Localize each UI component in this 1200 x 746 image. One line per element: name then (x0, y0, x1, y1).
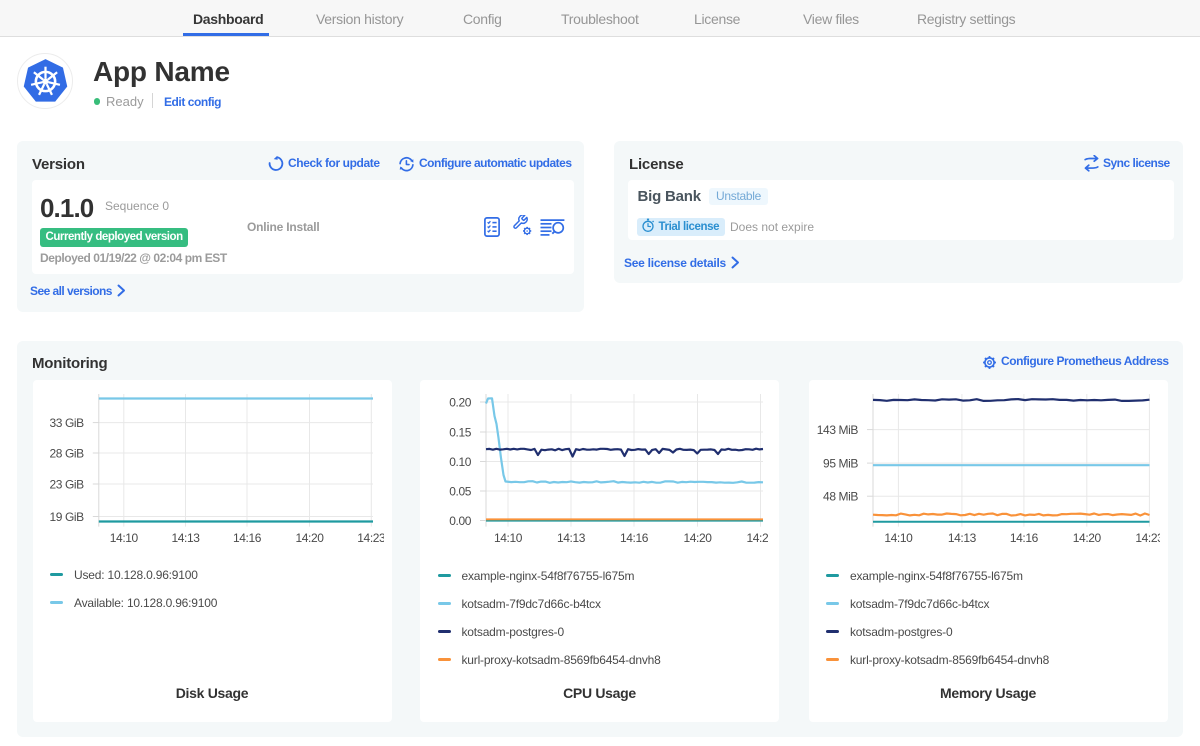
svg-text:14:23: 14:23 (357, 531, 384, 545)
svg-text:33 GiB: 33 GiB (49, 416, 84, 430)
svg-text:0.00: 0.00 (449, 514, 471, 528)
svg-text:14:23: 14:23 (746, 531, 768, 545)
svg-text:0.10: 0.10 (449, 455, 471, 469)
svg-text:23 GiB: 23 GiB (49, 477, 84, 491)
svg-text:14:20: 14:20 (683, 531, 712, 545)
svg-text:14:16: 14:16 (620, 531, 649, 545)
svg-text:14:10: 14:10 (884, 531, 913, 545)
svg-text:14:20: 14:20 (1072, 531, 1101, 545)
svg-text:14:13: 14:13 (557, 531, 586, 545)
svg-text:95 MiB: 95 MiB (823, 456, 858, 470)
svg-text:14:16: 14:16 (1009, 531, 1038, 545)
svg-text:143 MiB: 143 MiB (816, 423, 858, 437)
svg-text:14:16: 14:16 (232, 531, 261, 545)
svg-text:28 GiB: 28 GiB (49, 446, 84, 460)
svg-text:0.15: 0.15 (449, 425, 471, 439)
svg-text:0.05: 0.05 (449, 484, 471, 498)
svg-text:14:20: 14:20 (295, 531, 324, 545)
svg-text:14:10: 14:10 (109, 531, 138, 545)
svg-text:14:13: 14:13 (171, 531, 200, 545)
svg-text:14:23: 14:23 (1135, 531, 1160, 545)
svg-text:48 MiB: 48 MiB (823, 490, 858, 504)
svg-text:14:10: 14:10 (494, 531, 523, 545)
svg-text:0.20: 0.20 (449, 395, 471, 409)
svg-text:19 GiB: 19 GiB (49, 510, 84, 524)
svg-text:14:13: 14:13 (947, 531, 976, 545)
